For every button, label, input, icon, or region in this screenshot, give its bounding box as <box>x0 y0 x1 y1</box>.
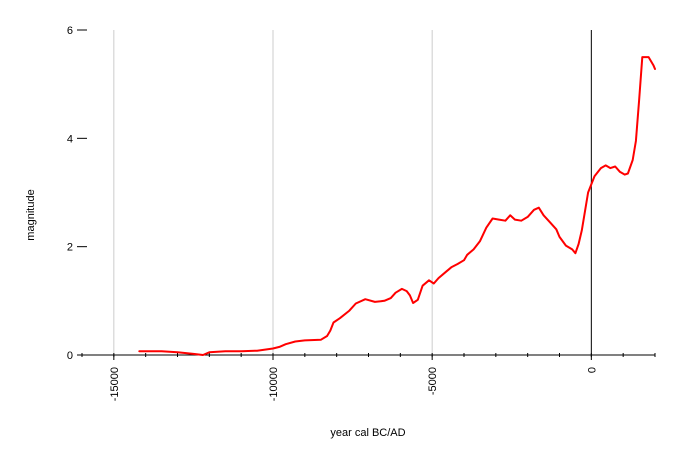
x-tick-label: -5000 <box>427 367 439 395</box>
series-line <box>138 56 656 356</box>
x-tick-label: -15000 <box>109 367 121 401</box>
data-series <box>138 56 656 356</box>
axes <box>77 29 656 360</box>
y-tick-label: 6 <box>67 25 73 37</box>
y-tick-label: 0 <box>67 350 73 362</box>
y-tick-label: 2 <box>67 242 73 254</box>
x-tick-label: -10000 <box>268 367 280 401</box>
y-axis-title: magnitude <box>25 189 37 240</box>
x-tick-label: 0 <box>586 367 598 373</box>
tick-labels: -15000 -10000 -5000 0 0 2 4 6 <box>67 25 598 401</box>
x-axis-title: year cal BC/AD <box>330 427 405 439</box>
gridlines <box>113 30 592 355</box>
y-tick-label: 4 <box>67 133 73 145</box>
